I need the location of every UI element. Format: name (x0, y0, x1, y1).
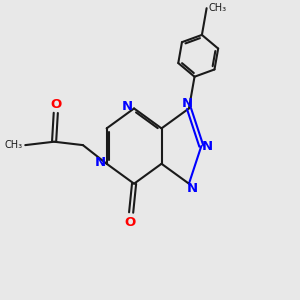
Text: O: O (50, 98, 61, 110)
Text: N: N (202, 140, 213, 153)
Text: O: O (124, 216, 135, 229)
Text: N: N (94, 156, 106, 169)
Text: CH₃: CH₃ (5, 140, 23, 150)
Text: N: N (186, 182, 197, 196)
Text: CH₃: CH₃ (208, 3, 226, 13)
Text: N: N (182, 97, 193, 110)
Text: N: N (122, 100, 133, 113)
